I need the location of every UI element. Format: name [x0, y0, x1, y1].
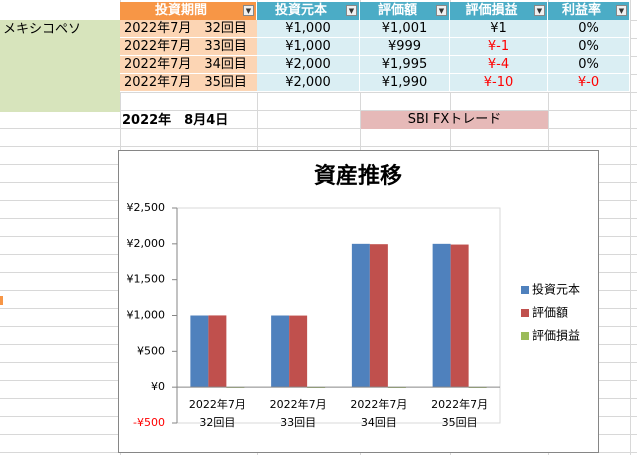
legend-label: 評価額	[532, 305, 568, 320]
value-cell: ¥-0	[548, 74, 630, 92]
broker: SBI FXトレード	[361, 111, 548, 129]
x-tick-label: 32回目	[199, 416, 235, 429]
period-cell: 2022年7月 32回目	[120, 20, 257, 38]
chart: 資産推移 -¥500 ¥0 ¥500 ¥1,000 ¥1,500 ¥2,000 ¥2,500…	[118, 150, 599, 453]
legend-label: 評価損益	[532, 328, 580, 343]
value-cell: ¥1,001	[360, 20, 450, 38]
value-cell: ¥1,995	[360, 56, 450, 74]
filter-button[interactable]: ▼	[346, 5, 357, 16]
bar	[271, 315, 290, 388]
value-cell: ¥-1	[450, 38, 548, 56]
y-tick-label: ¥2,000	[127, 237, 166, 250]
value-cell: 0%	[548, 38, 630, 56]
value-cell: ¥1,000	[257, 20, 360, 38]
y-tick-label: ¥1,000	[127, 309, 166, 322]
x-tick-label: 2022年7月	[350, 397, 407, 411]
legend-swatch	[521, 332, 529, 340]
y-tick-label: ¥1,500	[127, 273, 166, 286]
bar	[289, 315, 308, 388]
value-cell: ¥-10	[450, 74, 548, 92]
header-cell: 投資元本 ▼	[257, 2, 360, 20]
bar	[190, 315, 209, 388]
currency-label: メキシコペソ	[0, 20, 120, 112]
x-tick-label: 2022年7月	[189, 397, 246, 411]
bar	[351, 243, 370, 388]
legend-label: 投資元本	[532, 282, 580, 297]
y-tick-label: -¥500	[133, 416, 165, 429]
value-cell: 0%	[548, 56, 630, 74]
period-cell: 2022年7月 34回目	[120, 56, 257, 74]
value-cell: ¥1	[450, 20, 548, 38]
x-tick-label: 2022年7月	[270, 397, 327, 411]
header-cell: 利益率 ▼	[548, 2, 630, 20]
x-tick-label: 2022年7月	[431, 397, 488, 411]
legend-swatch	[521, 286, 529, 294]
value-cell: ¥1,000	[257, 38, 360, 56]
header-cell: 評価損益 ▼	[450, 2, 548, 20]
value-cell: ¥999	[360, 38, 450, 56]
x-tick-label: 35回目	[442, 416, 478, 429]
filter-button[interactable]: ▼	[616, 5, 627, 16]
header-cell: 評価額 ▼	[360, 2, 450, 20]
y-tick-label: ¥500	[137, 344, 165, 357]
row-marker	[0, 296, 3, 305]
filter-button[interactable]: ▼	[534, 5, 545, 16]
period-cell: 2022年7月 35回目	[120, 74, 257, 92]
period-cell: 2022年7月 33回目	[120, 38, 257, 56]
filter-button[interactable]: ▼	[436, 5, 447, 16]
value-cell: ¥2,000	[257, 74, 360, 92]
header-cell: 投資期間 ▼	[120, 2, 257, 20]
date: 2022年 8月4日	[122, 113, 229, 128]
value-cell: 0%	[548, 20, 630, 38]
bar	[369, 244, 388, 388]
col-line	[630, 0, 631, 455]
y-tick-label: ¥0	[151, 380, 165, 393]
y-tick-label: ¥2,500	[127, 201, 166, 214]
bar	[450, 244, 469, 388]
chart-title: 資産推移	[314, 163, 402, 189]
bar	[432, 243, 451, 388]
legend-swatch	[521, 309, 529, 317]
filter-button[interactable]: ▼	[243, 5, 254, 16]
value-cell: ¥2,000	[257, 56, 360, 74]
x-tick-label: 34回目	[361, 416, 397, 429]
value-cell: ¥1,990	[360, 74, 450, 92]
x-tick-label: 33回目	[280, 416, 316, 429]
bar	[208, 315, 227, 388]
value-cell: ¥-4	[450, 56, 548, 74]
